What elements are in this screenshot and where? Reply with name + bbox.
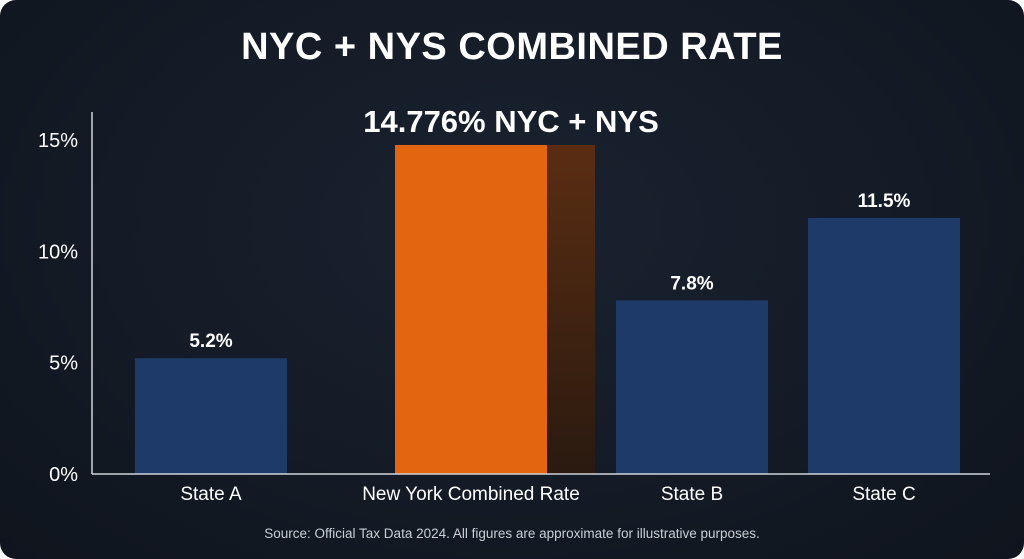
bar: [135, 358, 287, 474]
chart-title: NYC + NYS COMBINED RATE: [241, 26, 783, 68]
bar: [808, 217, 960, 474]
bar-highlight: [395, 144, 547, 474]
data-label: 7.8%: [670, 273, 713, 294]
y-tick-label: 10%: [38, 241, 78, 263]
source-note: Source: Official Tax Data 2024. All figu…: [264, 526, 760, 541]
x-category-label: State B: [661, 484, 723, 505]
data-label: 11.5%: [858, 191, 911, 212]
bar: [616, 300, 768, 474]
x-category-label: State C: [852, 484, 915, 505]
y-tick-label: 0%: [49, 464, 78, 486]
highlight-data-label: 14.776% NYC + NYS: [363, 104, 659, 139]
y-tick-label: 15%: [38, 130, 78, 152]
data-label: 5.2%: [189, 331, 232, 352]
x-category-label: State A: [180, 484, 242, 505]
highlight-bar-shadow: [547, 144, 595, 474]
y-tick-label: 5%: [49, 353, 78, 375]
x-category-label: New York Combined Rate: [362, 484, 580, 505]
